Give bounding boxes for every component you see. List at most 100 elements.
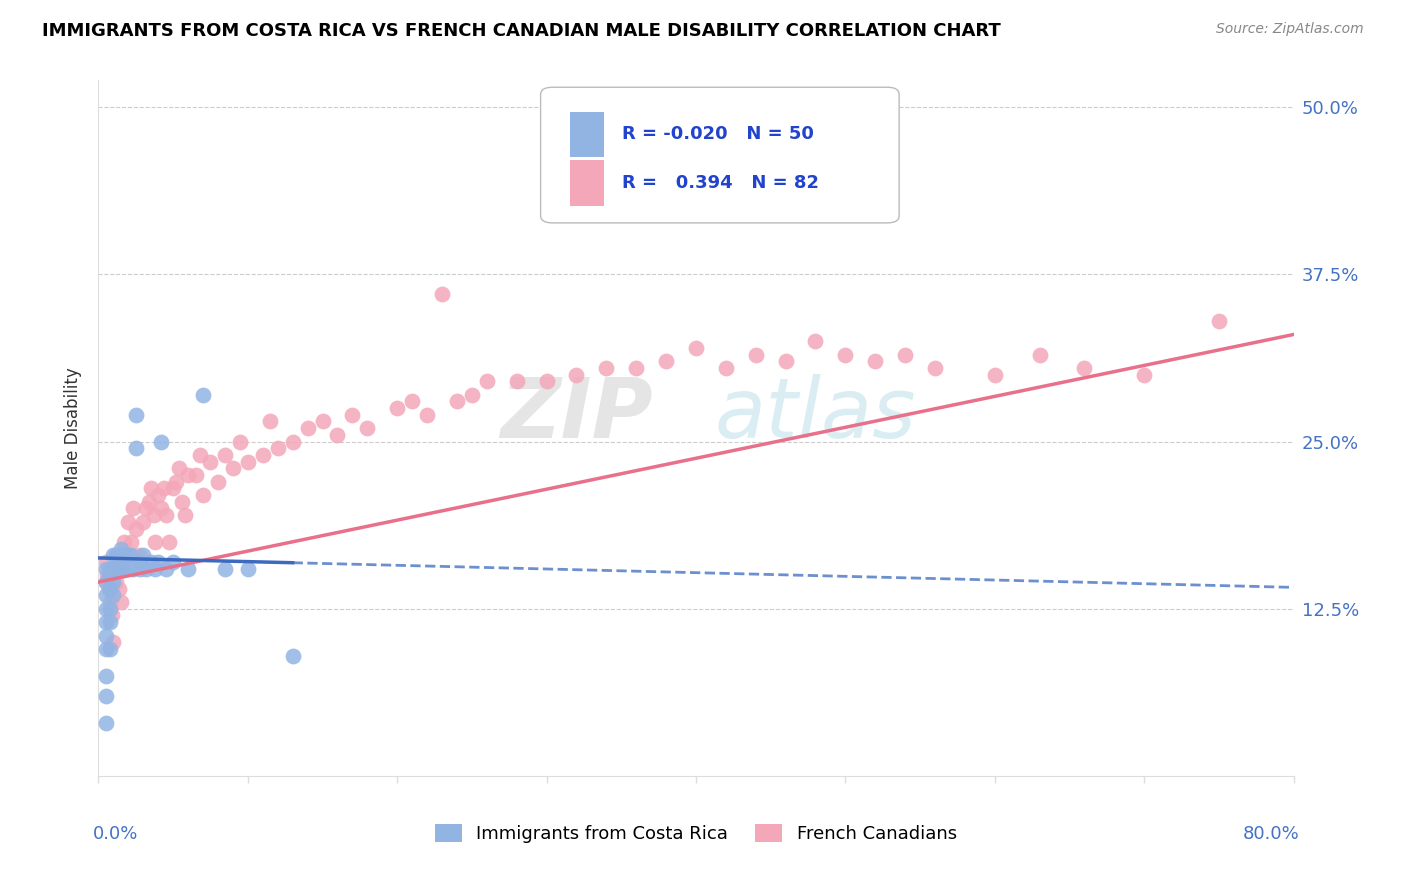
Point bbox=[207, 475, 229, 489]
Point bbox=[111, 562, 134, 576]
Point bbox=[297, 421, 319, 435]
Point bbox=[114, 548, 136, 563]
Point bbox=[174, 508, 197, 523]
Point bbox=[356, 421, 378, 435]
Point bbox=[745, 348, 768, 362]
Point bbox=[342, 408, 364, 422]
Point bbox=[143, 562, 166, 576]
Point bbox=[117, 515, 139, 529]
Point bbox=[112, 535, 135, 549]
Point bbox=[150, 434, 173, 449]
Point bbox=[157, 535, 180, 549]
Point bbox=[191, 387, 214, 401]
Point bbox=[98, 615, 122, 630]
Point bbox=[98, 562, 122, 576]
Point bbox=[103, 562, 125, 576]
Point bbox=[110, 562, 132, 576]
Point bbox=[107, 562, 129, 576]
Point bbox=[326, 428, 349, 442]
Point bbox=[110, 541, 132, 556]
Point bbox=[98, 642, 122, 657]
Point bbox=[125, 408, 148, 422]
Point bbox=[94, 562, 117, 576]
Point bbox=[924, 361, 946, 376]
Point bbox=[655, 354, 678, 368]
Point bbox=[103, 562, 125, 576]
Point bbox=[94, 628, 117, 642]
Point bbox=[103, 548, 125, 563]
Y-axis label: Male Disability: Male Disability bbox=[65, 368, 83, 489]
Point bbox=[103, 589, 125, 603]
Point bbox=[103, 575, 125, 590]
Point bbox=[94, 555, 117, 569]
Point bbox=[259, 414, 281, 429]
Point bbox=[105, 562, 128, 576]
Point bbox=[105, 548, 128, 563]
Point bbox=[865, 354, 887, 368]
Text: 80.0%: 80.0% bbox=[1243, 825, 1299, 843]
Point bbox=[139, 555, 162, 569]
Point bbox=[98, 602, 122, 616]
Text: Source: ZipAtlas.com: Source: ZipAtlas.com bbox=[1216, 22, 1364, 37]
Point bbox=[984, 368, 1007, 382]
Text: R = -0.020   N = 50: R = -0.020 N = 50 bbox=[621, 125, 814, 144]
Point bbox=[385, 401, 409, 416]
Point bbox=[162, 555, 184, 569]
Point bbox=[94, 642, 117, 657]
Point bbox=[222, 461, 245, 475]
Point bbox=[128, 548, 150, 563]
Point bbox=[834, 348, 856, 362]
Point bbox=[120, 535, 142, 549]
Point bbox=[191, 488, 214, 502]
Point bbox=[98, 595, 122, 609]
Point bbox=[565, 368, 588, 382]
Point bbox=[236, 562, 259, 576]
Point bbox=[475, 375, 498, 389]
Point bbox=[626, 361, 648, 376]
Point bbox=[775, 354, 797, 368]
Point bbox=[107, 548, 129, 563]
Point bbox=[132, 548, 155, 563]
Point bbox=[184, 467, 207, 482]
Text: ZIP: ZIP bbox=[501, 374, 652, 455]
Point bbox=[252, 448, 274, 462]
Point bbox=[97, 582, 120, 596]
Point bbox=[155, 562, 177, 576]
Point bbox=[267, 442, 290, 455]
Point bbox=[188, 448, 211, 462]
Point bbox=[214, 562, 236, 576]
Point bbox=[94, 575, 117, 590]
Point bbox=[281, 434, 304, 449]
Point bbox=[139, 482, 162, 496]
Point bbox=[143, 535, 166, 549]
Point bbox=[98, 568, 122, 582]
Point bbox=[172, 494, 194, 508]
Point bbox=[111, 562, 134, 576]
Point bbox=[416, 408, 439, 422]
Text: atlas: atlas bbox=[714, 374, 917, 455]
Point bbox=[125, 521, 148, 535]
Point bbox=[1028, 348, 1050, 362]
Point bbox=[401, 394, 423, 409]
Point bbox=[117, 548, 139, 563]
Point bbox=[177, 562, 200, 576]
Point bbox=[129, 562, 152, 576]
Point bbox=[229, 434, 252, 449]
Point bbox=[101, 608, 124, 623]
Point bbox=[148, 488, 170, 502]
Point bbox=[430, 287, 453, 301]
Point bbox=[94, 689, 117, 703]
Point bbox=[96, 568, 118, 582]
Point bbox=[311, 414, 333, 429]
Point bbox=[461, 387, 484, 401]
Point bbox=[94, 669, 117, 683]
Point bbox=[685, 341, 707, 355]
Point bbox=[536, 375, 558, 389]
Point bbox=[506, 375, 529, 389]
Point bbox=[1073, 361, 1095, 376]
Point bbox=[135, 562, 157, 576]
Point bbox=[150, 501, 173, 516]
Point bbox=[110, 595, 132, 609]
Point bbox=[114, 555, 136, 569]
Point bbox=[200, 455, 222, 469]
